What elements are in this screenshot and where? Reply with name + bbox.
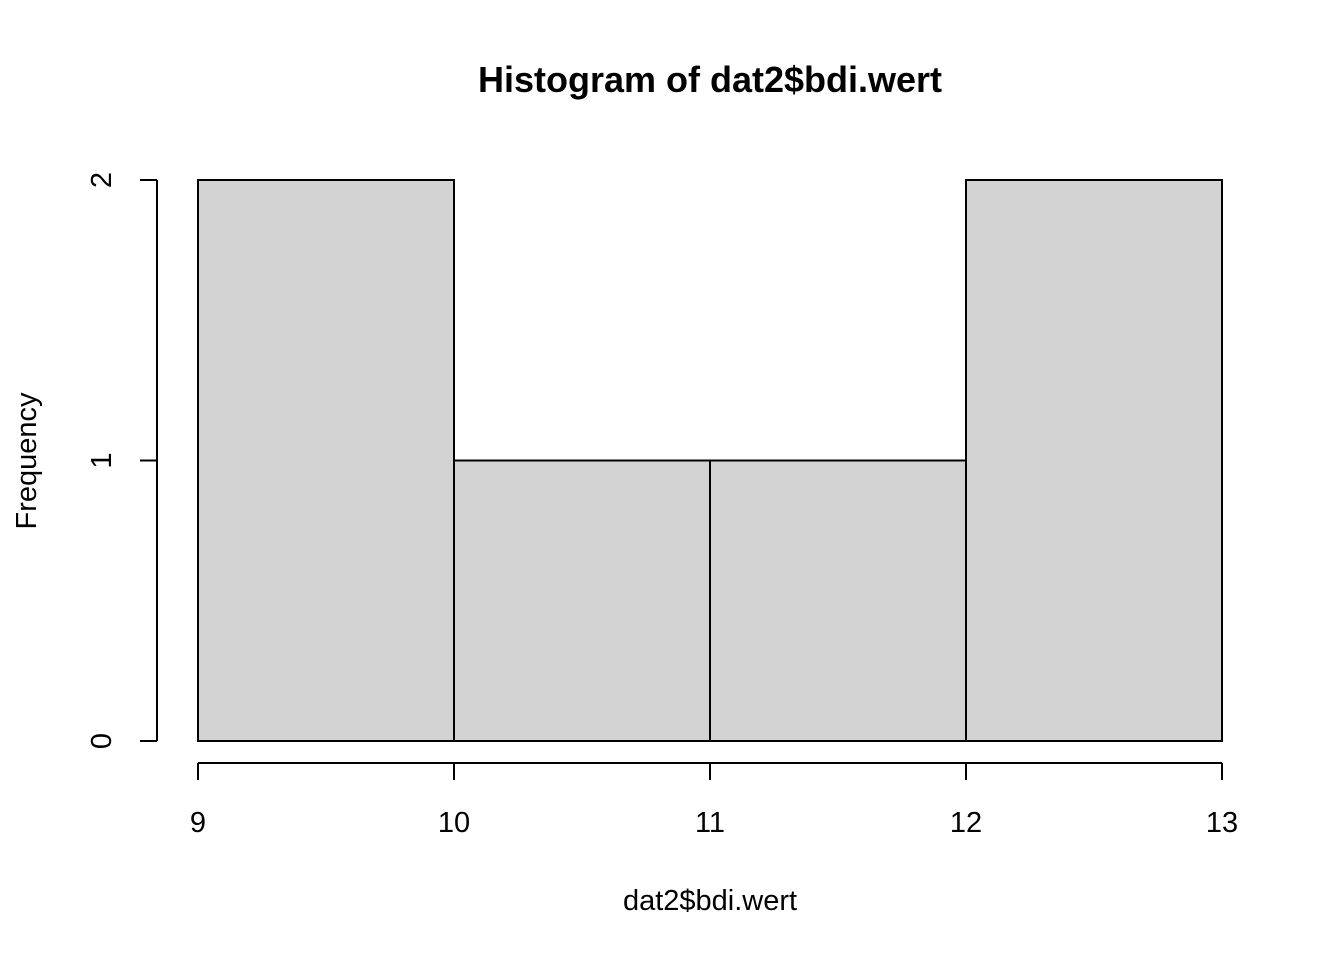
y-tick-label: 0 <box>86 733 118 749</box>
y-tick-label: 1 <box>86 452 118 468</box>
x-tick-label: 12 <box>950 807 982 839</box>
x-axis-label: dat2$bdi.wert <box>623 885 797 917</box>
histogram-bar <box>453 459 711 742</box>
y-ticks: 0 1 2 <box>86 172 157 749</box>
histogram-bar <box>709 459 967 742</box>
chart-title: Histogram of dat2$bdi.wert <box>478 59 942 100</box>
x-axis: 9 10 11 12 13 <box>190 762 1238 839</box>
x-tick-label: 11 <box>695 807 725 839</box>
y-axis-label: Frequency <box>11 392 43 530</box>
histogram-bar <box>965 179 1223 742</box>
bars-group <box>197 179 1223 742</box>
histogram-bar <box>197 179 455 742</box>
y-axis: 0 1 2 <box>86 172 158 749</box>
x-tick-label: 10 <box>438 807 470 839</box>
x-tick-label: 9 <box>190 807 206 839</box>
x-tick-label: 13 <box>1206 807 1238 839</box>
x-ticks: 9 10 11 12 13 <box>190 763 1238 839</box>
y-tick-label: 2 <box>86 172 118 188</box>
